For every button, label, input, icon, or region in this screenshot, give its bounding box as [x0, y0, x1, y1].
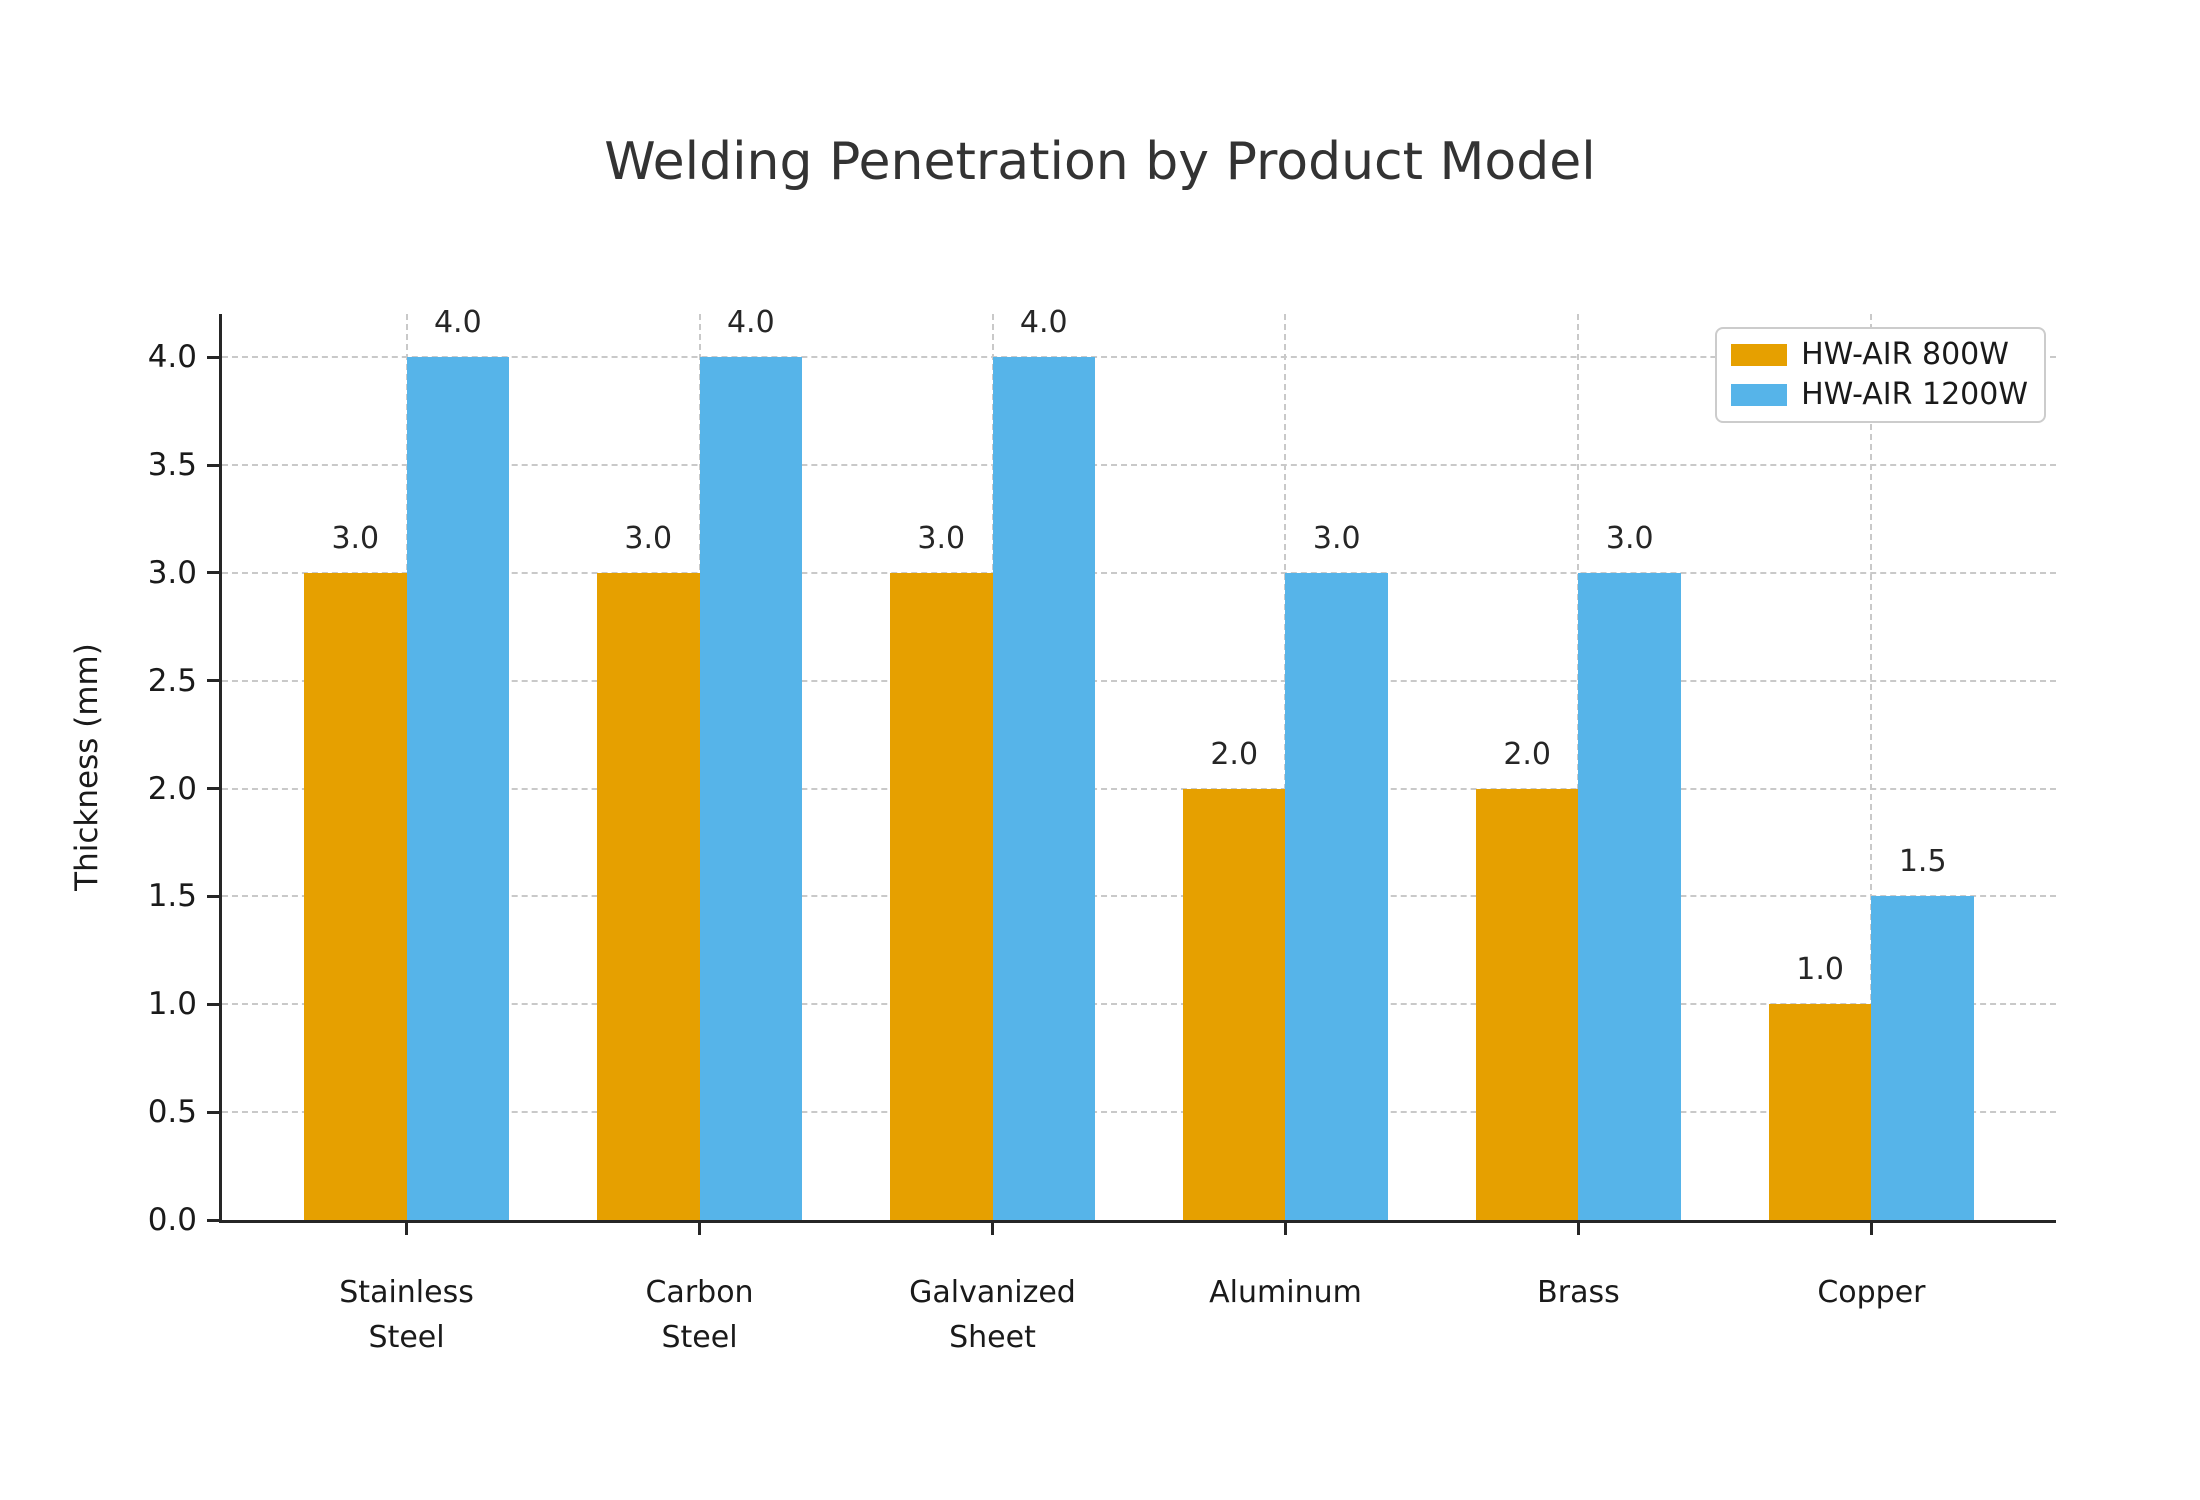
x-tick-mark [1283, 1223, 1287, 1235]
bar-series1 [1475, 788, 1579, 1220]
bar-series2 [992, 357, 1096, 1220]
bar-series2 [1578, 572, 1681, 1220]
bar-series2 [406, 357, 510, 1220]
y-tick-mark [207, 894, 219, 898]
y-tick-mark [207, 787, 219, 791]
gridline-horizontal [222, 787, 2056, 790]
bar-value-label: 2.0 [1210, 736, 1259, 772]
legend-swatch-orange [1731, 344, 1788, 366]
x-tick-mark [991, 1223, 994, 1235]
gridline-horizontal [222, 895, 2056, 898]
y-tick-label: 1.5 [147, 878, 197, 915]
bar-series2 [1285, 572, 1389, 1220]
bar-series2 [1871, 896, 1974, 1220]
y-tick-mark [207, 1002, 219, 1006]
bar-series1 [597, 572, 700, 1220]
y-tick-label: 3.0 [147, 554, 197, 591]
x-tick-mark [1869, 1223, 1873, 1235]
bar-value-label: 3.0 [1605, 520, 1654, 556]
legend-swatch-blue [1731, 384, 1788, 406]
y-tick-label: 2.0 [147, 770, 197, 807]
gridline-vertical [1870, 314, 1873, 1220]
gridline-horizontal [222, 464, 2056, 466]
bar-value-label: 3.0 [917, 520, 966, 556]
y-tick-mark [207, 463, 219, 467]
gridline-horizontal [222, 1003, 2056, 1006]
bar-value-label: 4.0 [433, 305, 482, 341]
y-tick-label: 3.5 [147, 447, 197, 483]
chart-title: Welding Penetration by Product Model [604, 132, 1596, 192]
y-tick-label: 4.0 [147, 339, 197, 376]
y-axis-spine [219, 314, 222, 1223]
legend-label: HW-AIR 800W [1801, 337, 2009, 372]
bar-value-label: 3.0 [331, 520, 380, 556]
bar-series1 [1768, 1004, 1872, 1220]
y-tick-label: 1.0 [147, 986, 197, 1023]
bar-value-label: 1.0 [1796, 952, 1845, 988]
bar-series1 [1182, 788, 1286, 1220]
x-tick-mark [1576, 1223, 1580, 1235]
legend-label: HW-AIR 1200W [1801, 377, 2028, 412]
bar-value-label: 3.0 [1312, 520, 1361, 556]
bar-value-label: 3.0 [624, 520, 673, 556]
gridline-horizontal [222, 1111, 2056, 1114]
bar-value-label: 2.0 [1503, 736, 1552, 772]
x-tick-label: Stainless Steel [339, 1275, 474, 1355]
y-tick-mark [207, 1110, 219, 1114]
plot-area: Thickness (mm) HW-AIR 800W HW-AIR 1200W … [69, 305, 2056, 1220]
y-tick-mark [207, 1218, 219, 1222]
x-tick-label: Brass [1537, 1275, 1620, 1310]
bar-series2 [699, 357, 803, 1220]
bar-value-label: 4.0 [1019, 305, 1068, 341]
y-tick-mark [207, 679, 219, 683]
bar-series1 [304, 572, 407, 1220]
bar-value-label: 1.5 [1898, 844, 1947, 880]
x-axis-spine [219, 1220, 2056, 1223]
y-tick-mark [207, 355, 219, 359]
x-tick-label: Copper [1817, 1275, 1926, 1310]
x-tick-mark [405, 1223, 409, 1235]
gridline-horizontal [222, 356, 2056, 359]
y-tick-label: 2.5 [147, 662, 197, 699]
y-tick-mark [207, 571, 219, 575]
x-tick-label: Carbon Steel [645, 1275, 754, 1355]
x-tick-label: Aluminum [1209, 1275, 1362, 1310]
gridline-horizontal [222, 679, 2056, 682]
gridline-horizontal [222, 571, 2056, 574]
bar-series1 [889, 572, 993, 1220]
y-tick-label: 0.5 [147, 1094, 197, 1131]
bar-value-label: 4.0 [726, 305, 775, 341]
legend-item: HW-AIR 1200W [1731, 378, 2028, 412]
x-tick-mark [698, 1223, 702, 1235]
legend: HW-AIR 800W HW-AIR 1200W [1715, 327, 2046, 423]
y-tick-label: 0.0 [147, 1202, 197, 1238]
x-tick-label: Galvanized Sheet [909, 1275, 1076, 1355]
legend-item: HW-AIR 800W [1731, 338, 2028, 372]
